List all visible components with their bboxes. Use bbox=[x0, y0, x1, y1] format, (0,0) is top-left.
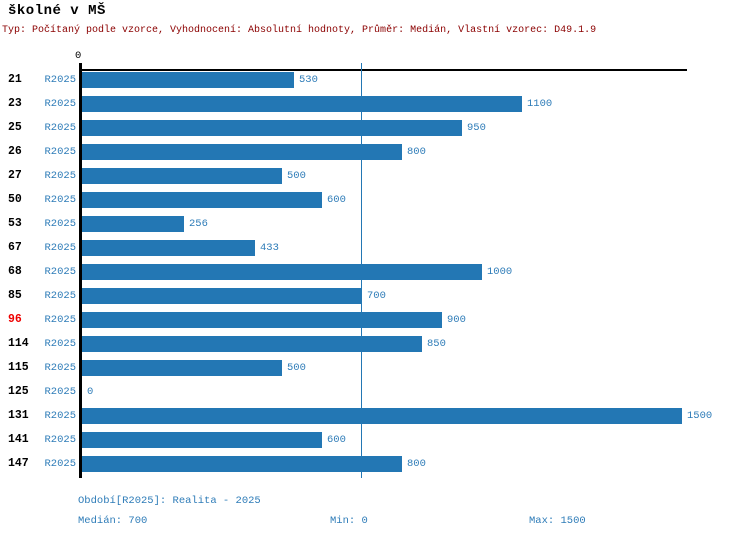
row-category-label: 21 bbox=[8, 73, 22, 86]
bar bbox=[82, 408, 682, 424]
row-series-label: R2025 bbox=[44, 458, 76, 470]
bar-value-label: 600 bbox=[327, 194, 346, 206]
row-series-label: R2025 bbox=[44, 146, 76, 158]
table-row: 27 R2025 500 bbox=[0, 164, 750, 188]
row-series-label: R2025 bbox=[44, 386, 76, 398]
bar-value-label: 433 bbox=[260, 242, 279, 254]
page-title: školné v MŠ bbox=[8, 3, 106, 19]
table-row: 114 R2025 850 bbox=[0, 332, 750, 356]
y-axis-line bbox=[79, 63, 82, 478]
row-category-label: 131 bbox=[8, 409, 29, 422]
table-row: 115 R2025 500 bbox=[0, 356, 750, 380]
bar bbox=[82, 432, 322, 448]
bar bbox=[82, 288, 362, 304]
row-category-label: 147 bbox=[8, 457, 29, 470]
row-series-label: R2025 bbox=[44, 194, 76, 206]
table-row: 25 R2025 950 bbox=[0, 116, 750, 140]
table-row: 131 R2025 1500 bbox=[0, 404, 750, 428]
row-category-label: 114 bbox=[8, 337, 29, 350]
bar-value-label: 0 bbox=[87, 386, 94, 398]
table-row: 26 R2025 800 bbox=[0, 140, 750, 164]
bar-value-label: 800 bbox=[407, 146, 426, 158]
row-series-label: R2025 bbox=[44, 218, 76, 230]
stat-median: Medián: 700 bbox=[78, 515, 148, 527]
bar-value-label: 256 bbox=[189, 218, 208, 230]
x-axis-zero-label: 0 bbox=[75, 50, 82, 62]
stat-min: Min: 0 bbox=[330, 515, 368, 527]
bar-value-label: 600 bbox=[327, 434, 346, 446]
bar bbox=[82, 336, 422, 352]
bar bbox=[82, 120, 462, 136]
bar bbox=[82, 312, 442, 328]
row-series-label: R2025 bbox=[44, 434, 76, 446]
row-series-label: R2025 bbox=[44, 362, 76, 374]
row-series-label: R2025 bbox=[44, 170, 76, 182]
row-series-label: R2025 bbox=[44, 410, 76, 422]
row-category-label: 115 bbox=[8, 361, 29, 374]
row-category-label: 141 bbox=[8, 433, 29, 446]
bar-value-label: 500 bbox=[287, 362, 306, 374]
row-category-label: 23 bbox=[8, 97, 22, 110]
bar-value-label: 850 bbox=[427, 338, 446, 350]
report-subtitle: Typ: Počítaný podle vzorce, Vyhodnocení:… bbox=[2, 25, 597, 36]
row-category-label: 27 bbox=[8, 169, 22, 182]
bar bbox=[82, 456, 402, 472]
bar-value-label: 1000 bbox=[487, 266, 513, 278]
row-series-label: R2025 bbox=[44, 290, 76, 302]
row-category-label: 85 bbox=[8, 289, 22, 302]
table-row: 141 R2025 600 bbox=[0, 428, 750, 452]
row-series-label: R2025 bbox=[44, 338, 76, 350]
bar bbox=[82, 96, 522, 112]
bar bbox=[82, 264, 482, 280]
bar bbox=[82, 72, 294, 88]
row-series-label: R2025 bbox=[44, 314, 76, 326]
period-label: Období[R2025]: Realita - 2025 bbox=[78, 495, 261, 507]
bar bbox=[82, 192, 322, 208]
x-axis-line bbox=[79, 69, 687, 71]
bar-chart: 0 21 R2025 530 23 R2025 1100 25 R2025 95… bbox=[0, 50, 750, 478]
table-row: 21 R2025 530 bbox=[0, 68, 750, 92]
row-category-label: 96 bbox=[8, 313, 22, 326]
bar bbox=[82, 240, 255, 256]
row-series-label: R2025 bbox=[44, 242, 76, 254]
bar-value-label: 950 bbox=[467, 122, 486, 134]
table-row: 125 R2025 0 bbox=[0, 380, 750, 404]
row-category-label: 26 bbox=[8, 145, 22, 158]
table-row: 68 R2025 1000 bbox=[0, 260, 750, 284]
bar-value-label: 1500 bbox=[687, 410, 713, 422]
table-row: 147 R2025 800 bbox=[0, 452, 750, 476]
bar bbox=[82, 216, 184, 232]
table-row: 85 R2025 700 bbox=[0, 284, 750, 308]
chart-rows: 21 R2025 530 23 R2025 1100 25 R2025 950 … bbox=[0, 68, 750, 476]
table-row: 96 R2025 900 bbox=[0, 308, 750, 332]
bar-value-label: 900 bbox=[447, 314, 466, 326]
row-series-label: R2025 bbox=[44, 74, 76, 86]
bar-value-label: 530 bbox=[299, 74, 318, 86]
bar-value-label: 800 bbox=[407, 458, 426, 470]
row-category-label: 67 bbox=[8, 241, 22, 254]
row-category-label: 53 bbox=[8, 217, 22, 230]
row-category-label: 50 bbox=[8, 193, 22, 206]
table-row: 50 R2025 600 bbox=[0, 188, 750, 212]
bar-value-label: 700 bbox=[367, 290, 386, 302]
row-series-label: R2025 bbox=[44, 122, 76, 134]
bar-value-label: 1100 bbox=[527, 98, 553, 110]
bar bbox=[82, 144, 402, 160]
table-row: 67 R2025 433 bbox=[0, 236, 750, 260]
bar bbox=[82, 168, 282, 184]
row-series-label: R2025 bbox=[44, 266, 76, 278]
table-row: 53 R2025 256 bbox=[0, 212, 750, 236]
bar bbox=[82, 360, 282, 376]
stat-max: Max: 1500 bbox=[529, 515, 586, 527]
row-category-label: 125 bbox=[8, 385, 29, 398]
bar-value-label: 500 bbox=[287, 170, 306, 182]
row-category-label: 68 bbox=[8, 265, 22, 278]
row-category-label: 25 bbox=[8, 121, 22, 134]
row-series-label: R2025 bbox=[44, 98, 76, 110]
table-row: 23 R2025 1100 bbox=[0, 92, 750, 116]
